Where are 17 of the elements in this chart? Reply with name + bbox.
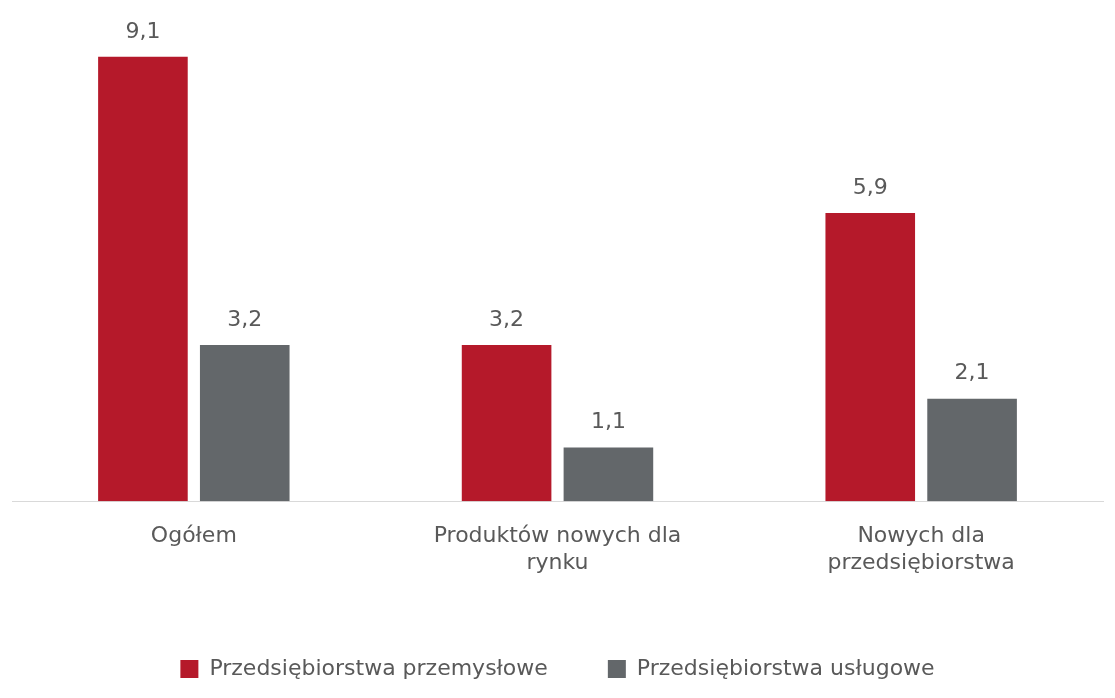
legend-label: Przedsiębiorstwa przemysłowe: [209, 654, 548, 680]
data-label: 9,1: [125, 17, 161, 43]
bar: [461, 344, 552, 502]
data-label: 1,1: [590, 408, 626, 434]
data-label: 5,9: [852, 173, 888, 199]
data-label: 3,2: [227, 305, 263, 331]
bar: [825, 213, 916, 502]
bar: [927, 398, 1017, 502]
data-label: 3,2: [489, 305, 525, 331]
x-tick-label: Produktów nowych dla rynku: [433, 522, 682, 574]
bar: [199, 344, 290, 502]
bar: [98, 56, 188, 502]
legend-label: Przedsiębiorstwa usługowe: [636, 654, 935, 680]
bar: [563, 447, 654, 502]
x-tick-label: Nowych dla przedsiębiorstwa: [827, 522, 1015, 574]
x-tick-label: Ogółem: [150, 522, 237, 548]
data-label: 2,1: [954, 359, 990, 385]
